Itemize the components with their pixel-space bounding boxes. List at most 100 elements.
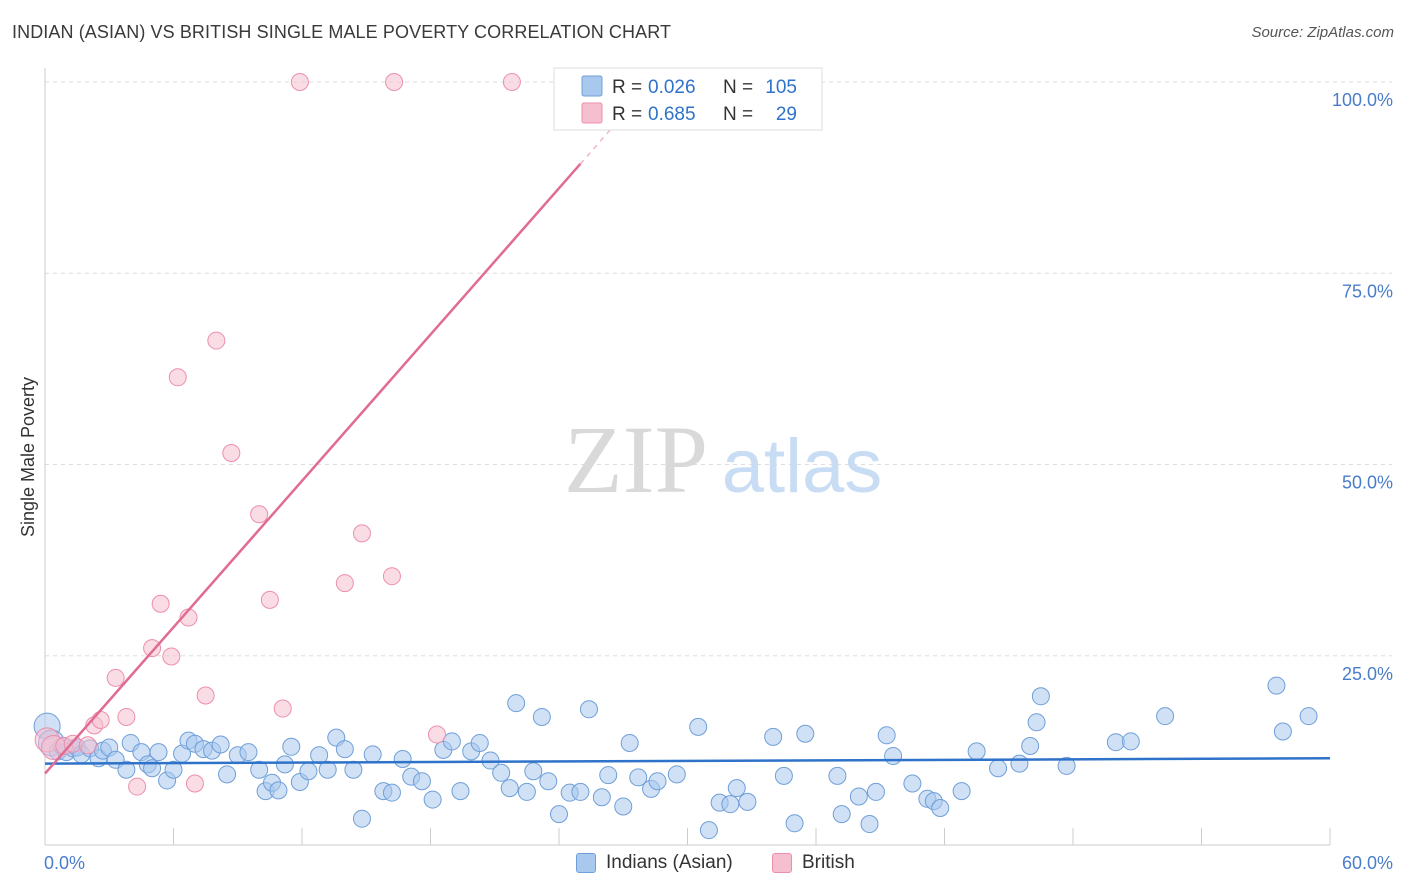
indians-point-76 <box>689 717 708 736</box>
indians-point-80 <box>727 779 746 798</box>
indians-point-59 <box>507 694 526 713</box>
legend-item-british: British <box>772 852 855 874</box>
british-point-18 <box>222 444 241 463</box>
y-tick-label-3: 100.0% <box>1332 90 1393 110</box>
gridlines <box>45 81 1392 657</box>
y-axis-label: Single Male Poverty <box>18 377 38 537</box>
indians-point-62 <box>532 707 551 726</box>
indians-point-43 <box>352 809 371 828</box>
indians-point-29 <box>239 743 258 762</box>
indians-point-81 <box>738 792 757 811</box>
indians-point-34 <box>275 755 294 774</box>
indians-point-26 <box>211 735 230 754</box>
stats-n-value-1: 105 <box>765 77 797 98</box>
stats-legend-swatch-blue <box>581 75 603 97</box>
indians-point-72 <box>629 768 648 787</box>
indians-point-84 <box>785 814 804 833</box>
british-point-12 <box>162 647 181 666</box>
stats-legend: R = 0.026 N = 105 R = 0.685 N = 29 <box>553 67 823 131</box>
indians-point-47 <box>393 750 412 769</box>
indians-point-67 <box>579 700 598 719</box>
indians-point-69 <box>599 766 618 785</box>
indians-point-53 <box>451 782 470 801</box>
british-point-10 <box>143 639 162 658</box>
indians-point-109 <box>1273 722 1292 741</box>
indians-point-87 <box>832 805 851 824</box>
indians-point-55 <box>470 733 489 752</box>
british-point-13 <box>168 368 187 387</box>
indians-point-83 <box>774 766 793 785</box>
indians-point-99 <box>989 759 1008 778</box>
watermark-atlas: atlas <box>722 424 883 509</box>
british-point-26 <box>385 73 404 91</box>
indians-point-107 <box>1156 707 1175 726</box>
stats-r-value-1: 0.026 <box>648 77 696 98</box>
y-tick-label-1: 50.0% <box>1342 473 1393 493</box>
indians-point-41 <box>335 740 354 759</box>
british-point-19 <box>250 505 269 524</box>
indians-point-58 <box>500 779 519 798</box>
british-point-17 <box>207 331 226 350</box>
indians-point-101 <box>1021 737 1040 756</box>
legend-swatch-british <box>772 853 792 873</box>
indians-point-49 <box>412 772 431 791</box>
indians-point-18 <box>149 743 168 762</box>
indians-point-70 <box>614 797 633 816</box>
indians-point-97 <box>952 782 971 801</box>
stats-legend-swatch-pink <box>581 102 603 124</box>
indians-point-105 <box>1106 733 1125 752</box>
legend-label-indians: Indians (Asian) <box>606 852 733 873</box>
watermark-zip: ZIP <box>564 406 708 513</box>
british-point-15 <box>185 774 204 793</box>
british-point-11 <box>151 594 170 613</box>
source-label: Source: ZipAtlas.com <box>1251 24 1394 41</box>
indians-point-46 <box>382 783 401 802</box>
indians-point-103 <box>1031 687 1050 706</box>
indians-point-60 <box>517 782 536 801</box>
indians-trend-line <box>44 757 1331 765</box>
indians-point-75 <box>667 765 686 784</box>
british-point-25 <box>382 567 401 586</box>
indians-point-44 <box>363 745 382 764</box>
y-tick-label-2: 75.0% <box>1342 281 1393 301</box>
indians-point-86 <box>828 766 847 785</box>
legend-swatch-indians <box>576 853 596 873</box>
indians-point-39 <box>318 760 337 779</box>
indians-point-88 <box>849 787 868 806</box>
indians-point-93 <box>903 774 922 793</box>
indians-point-89 <box>860 815 879 834</box>
stats-r-value-2: 0.685 <box>648 104 696 125</box>
indians-point-85 <box>796 724 815 743</box>
british-point-8 <box>117 707 136 726</box>
indians-point-61 <box>524 762 543 781</box>
series-indians-points <box>33 676 1318 840</box>
british-point-28 <box>502 73 521 91</box>
tick-labels: 25.0% 50.0% 75.0% 100.0% 0.0% 60.0% <box>44 90 1393 873</box>
indians-point-102 <box>1027 713 1046 732</box>
stats-r-label-2: R = <box>612 104 642 125</box>
british-point-21 <box>273 699 292 718</box>
british-point-7 <box>106 668 125 687</box>
indians-point-98 <box>967 742 986 761</box>
indians-point-35 <box>282 737 301 756</box>
indians-point-74 <box>648 772 667 791</box>
indians-point-33 <box>269 781 288 800</box>
british-point-24 <box>352 524 371 543</box>
indians-point-92 <box>884 746 903 765</box>
y-tick-label-0: 25.0% <box>1342 664 1393 684</box>
indians-point-64 <box>550 805 568 824</box>
legend-label-british: British <box>802 852 855 873</box>
indians-point-91 <box>877 726 896 745</box>
series-british-points <box>34 73 521 796</box>
indians-point-106 <box>1121 732 1140 751</box>
british-point-6 <box>91 711 110 730</box>
british-point-4 <box>78 736 97 755</box>
indians-point-37 <box>299 762 318 781</box>
x-tick-label-1: 60.0% <box>1342 853 1393 873</box>
indians-point-82 <box>764 727 783 746</box>
indians-point-104 <box>1057 756 1076 775</box>
indians-point-52 <box>442 732 461 751</box>
indians-point-90 <box>866 782 885 801</box>
british-point-20 <box>260 590 279 609</box>
indians-point-108 <box>1267 676 1286 695</box>
